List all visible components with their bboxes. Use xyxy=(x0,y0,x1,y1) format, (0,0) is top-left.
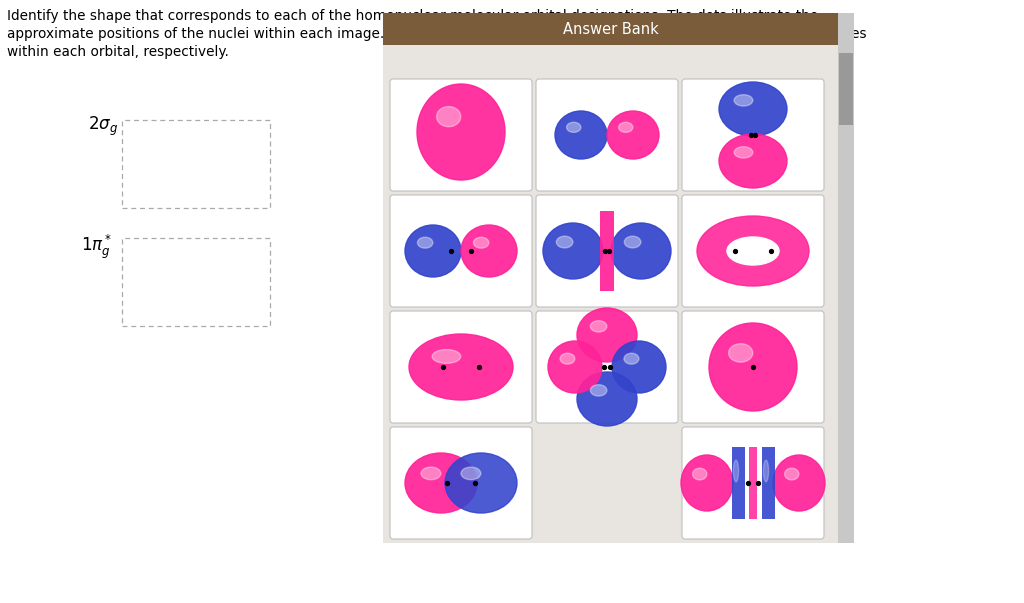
Ellipse shape xyxy=(681,455,733,511)
Ellipse shape xyxy=(719,134,787,188)
Ellipse shape xyxy=(566,122,581,133)
Bar xyxy=(838,13,854,543)
Ellipse shape xyxy=(607,111,659,159)
Ellipse shape xyxy=(591,321,607,332)
FancyBboxPatch shape xyxy=(682,427,824,539)
Ellipse shape xyxy=(461,225,517,277)
Ellipse shape xyxy=(417,84,505,180)
Ellipse shape xyxy=(577,308,637,362)
FancyBboxPatch shape xyxy=(536,79,678,191)
Ellipse shape xyxy=(548,341,602,393)
Ellipse shape xyxy=(733,460,738,482)
Text: within each orbital, respectively.: within each orbital, respectively. xyxy=(7,45,229,59)
Text: approximate positions of the nuclei within each image. The colors red and purple: approximate positions of the nuclei with… xyxy=(7,27,866,41)
Text: Identify the shape that corresponds to each of the homonuclear molecular orbital: Identify the shape that corresponds to e… xyxy=(7,9,818,23)
Ellipse shape xyxy=(625,236,641,248)
Bar xyxy=(383,45,838,543)
FancyBboxPatch shape xyxy=(536,195,678,307)
Ellipse shape xyxy=(773,455,825,511)
Ellipse shape xyxy=(697,216,809,286)
Ellipse shape xyxy=(560,353,574,364)
Ellipse shape xyxy=(784,468,799,480)
Ellipse shape xyxy=(692,468,707,480)
FancyBboxPatch shape xyxy=(390,427,532,539)
Ellipse shape xyxy=(618,122,633,133)
Ellipse shape xyxy=(543,223,603,279)
Ellipse shape xyxy=(729,344,753,362)
Bar xyxy=(731,447,744,519)
Ellipse shape xyxy=(418,237,433,248)
FancyBboxPatch shape xyxy=(390,79,532,191)
Ellipse shape xyxy=(461,467,481,480)
Text: $1\pi_g^*$: $1\pi_g^*$ xyxy=(81,233,112,261)
Ellipse shape xyxy=(473,237,488,248)
Ellipse shape xyxy=(406,225,461,277)
Bar xyxy=(122,238,270,326)
Ellipse shape xyxy=(727,237,779,265)
Ellipse shape xyxy=(409,334,513,400)
Ellipse shape xyxy=(556,236,572,248)
Ellipse shape xyxy=(611,223,671,279)
Ellipse shape xyxy=(764,460,769,482)
Ellipse shape xyxy=(445,453,517,513)
Ellipse shape xyxy=(436,107,461,127)
FancyBboxPatch shape xyxy=(536,311,678,423)
Ellipse shape xyxy=(624,353,639,364)
Ellipse shape xyxy=(577,372,637,426)
Ellipse shape xyxy=(612,341,666,393)
Ellipse shape xyxy=(719,82,787,136)
Ellipse shape xyxy=(555,111,607,159)
Ellipse shape xyxy=(432,350,461,364)
Bar xyxy=(600,211,614,291)
Ellipse shape xyxy=(421,467,440,480)
Ellipse shape xyxy=(709,323,797,411)
FancyBboxPatch shape xyxy=(390,311,532,423)
FancyBboxPatch shape xyxy=(682,195,824,307)
Bar xyxy=(749,447,757,519)
Ellipse shape xyxy=(734,95,753,106)
FancyBboxPatch shape xyxy=(682,311,824,423)
Bar xyxy=(762,447,774,519)
Text: $2\sigma_g$: $2\sigma_g$ xyxy=(88,115,118,138)
Bar xyxy=(122,120,270,208)
FancyBboxPatch shape xyxy=(682,79,824,191)
Text: Answer Bank: Answer Bank xyxy=(562,22,658,37)
FancyBboxPatch shape xyxy=(390,195,532,307)
Bar xyxy=(839,53,853,125)
Ellipse shape xyxy=(406,453,477,513)
Ellipse shape xyxy=(591,385,607,396)
Bar xyxy=(383,13,838,45)
Ellipse shape xyxy=(734,147,753,158)
